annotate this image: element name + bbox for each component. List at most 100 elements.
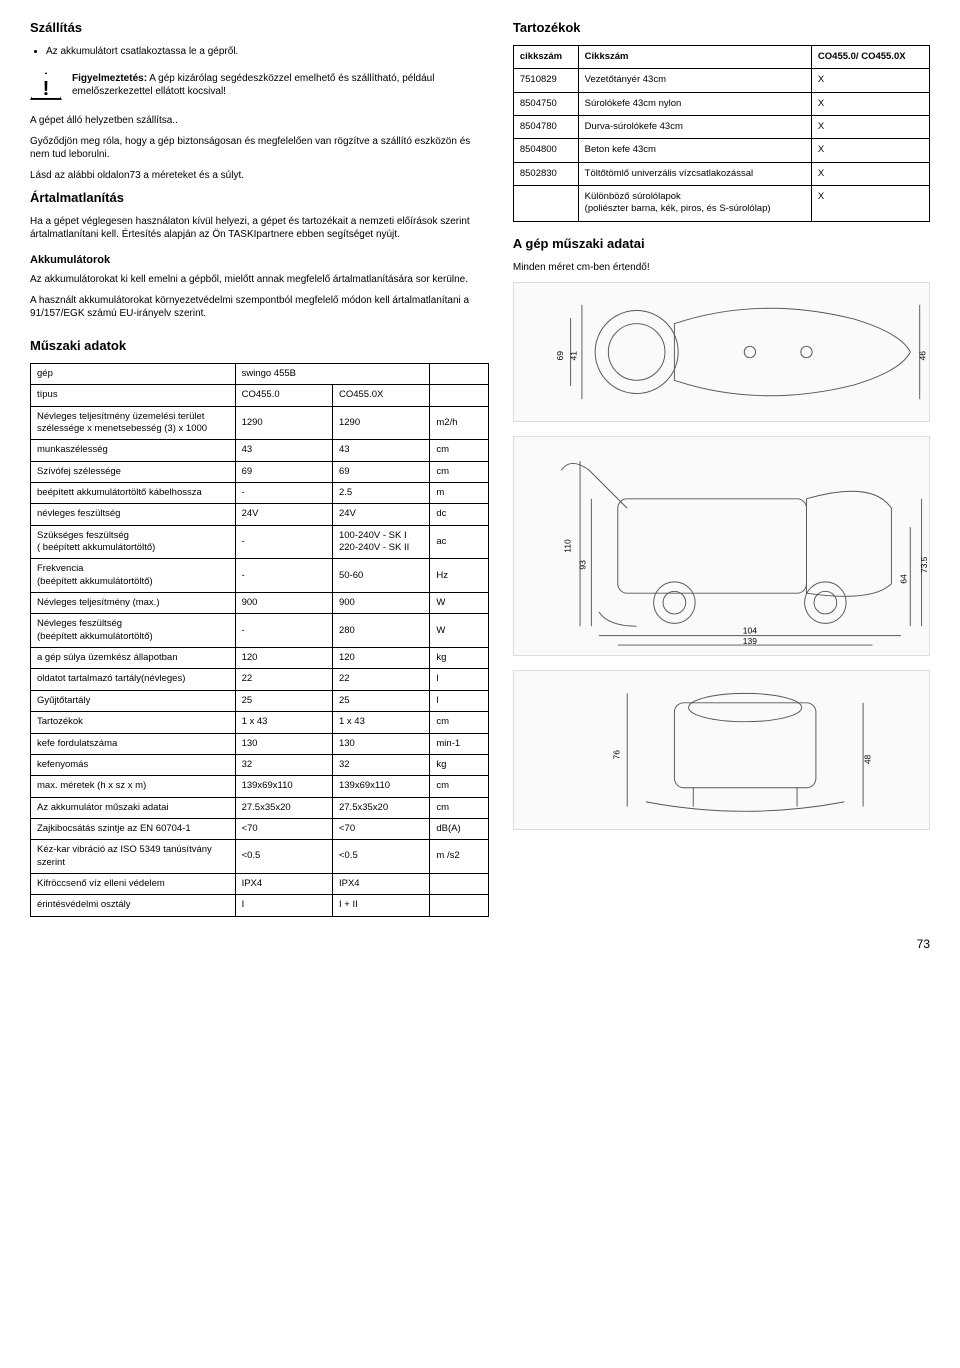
spec-label: Gyűjtőtartály [31,690,236,711]
spec-unit: cm [430,776,488,797]
svg-text:104: 104 [743,625,757,635]
acc-head-2: Cikkszám [578,45,811,68]
table-cell: X [811,69,929,92]
acc-head-3: CO455.0/ CO455.0X [811,45,929,68]
spec-value: 69 [332,461,429,482]
spec-value: 1 x 43 [235,712,332,733]
spec-value: 43 [235,440,332,461]
spec-unit: dc [430,504,488,525]
spec-value: <0.5 [235,840,332,874]
svg-text:73.5: 73.5 [919,556,929,573]
spec-value: I [235,895,332,916]
table-cell: X [811,185,929,221]
spec-value: 43 [332,440,429,461]
warning-icon: ! [30,72,62,100]
table-row: 7510829Vezetőtányér 43cmX [513,69,929,92]
accessories-heading: Tartozékok [513,20,930,37]
spec-value: 22 [235,669,332,690]
spec-value: 50-60 [332,559,429,593]
spec-label: Kéz-kar vibráció az ISO 5349 tanúsítvány… [31,840,236,874]
spec-label: Szívófej szélessége [31,461,236,482]
spec-label: Névleges teljesítmény (max.) [31,593,236,614]
spec-unit: Hz [430,559,488,593]
svg-text:69: 69 [555,350,565,360]
spec-label: gép [31,363,236,384]
spec-value: 1290 [332,406,429,440]
table-row: munkaszélesség4343cm [31,440,489,461]
svg-text:64: 64 [898,574,908,584]
table-cell: Különböző súrolólapok (poliészter barna,… [578,185,811,221]
table-row: Zajkibocsátás szintje az EN 60704-1<70<7… [31,818,489,839]
spec-value: 130 [235,733,332,754]
spec-value: 2.5 [332,483,429,504]
spec-label: max. méretek (h x sz x m) [31,776,236,797]
spec-value: 139x69x110 [235,776,332,797]
spec-label: Névleges teljesítmény üzemelési terület … [31,406,236,440]
spec-label: oldatot tartalmazó tartály(névleges) [31,669,236,690]
spec-value: I + II [332,895,429,916]
table-row: Frekvencia (beépített akkumulátortöltő)-… [31,559,489,593]
table-row: Gyűjtőtartály2525l [31,690,489,711]
table-row: Különböző súrolólapok (poliészter barna,… [513,185,929,221]
spec-value: <70 [332,818,429,839]
table-cell: Durva-súrolókefe 43cm [578,115,811,138]
table-row: oldatot tartalmazó tartály(névleges)2222… [31,669,489,690]
spec-unit: m [430,483,488,504]
accessories-table: cikkszám Cikkszám CO455.0/ CO455.0X 7510… [513,45,930,222]
table-row: 8504750Súrolókefe 43cm nylonX [513,92,929,115]
spec-label: Zajkibocsátás szintje az EN 60704-1 [31,818,236,839]
spec-label: beépített akkumulátortöltő kábelhossza [31,483,236,504]
disposal-text: Ha a gépet véglegesen használaton kívül … [30,215,489,241]
spec-label: a gép súlya üzemkész állapotban [31,648,236,669]
table-row: Az akkumulátor műszaki adatai27.5x35x202… [31,797,489,818]
table-row: érintésvédelmi osztályII + II [31,895,489,916]
spec-value: 139x69x110 [332,776,429,797]
table-cell: X [811,92,929,115]
spec-label: kefenyomás [31,754,236,775]
table-cell: 8504750 [513,92,578,115]
table-cell: X [811,162,929,185]
table-row: Kéz-kar vibráció az ISO 5349 tanúsítvány… [31,840,489,874]
table-row: Névleges feszültség (beépített akkumulát… [31,614,489,648]
spec-unit: dB(A) [430,818,488,839]
spec-unit: m2/h [430,406,488,440]
spec-label: Szükséges feszültség ( beépített akkumul… [31,525,236,559]
spec-value: - [235,483,332,504]
spec-unit: l [430,669,488,690]
batteries-heading: Akkumulátorok [30,253,489,267]
table-row: 8504800Beton kefe 43cmX [513,139,929,162]
spec-value: 120 [332,648,429,669]
spec-unit: ac [430,525,488,559]
spec-label: Frekvencia (beépített akkumulátortöltő) [31,559,236,593]
table-row: a gép súlya üzemkész állapotban120120kg [31,648,489,669]
spec-value: 130 [332,733,429,754]
spec-table: gépswingo 455BtípusCO455.0CO455.0XNévleg… [30,363,489,917]
spec-unit: cm [430,440,488,461]
spec-unit [430,873,488,894]
spec-label: Névleges feszültség (beépített akkumulát… [31,614,236,648]
table-row: 8502830Töltőtömlő univerzális vízcsatlak… [513,162,929,185]
spec-unit: cm [430,712,488,733]
shipping-heading: Szállítás [30,20,489,37]
table-cell [513,185,578,221]
spec-value: 24V [332,504,429,525]
spec-value: 1 x 43 [332,712,429,733]
table-row: Névleges teljesítmény (max.)900900W [31,593,489,614]
svg-text:93: 93 [578,559,588,569]
spec-unit: m /s2 [430,840,488,874]
table-row: Tartozékok1 x 431 x 43cm [31,712,489,733]
secure-text: Győződjön meg róla, hogy a gép biztonság… [30,135,489,161]
spec-value: IPX4 [332,873,429,894]
spec-value: 120 [235,648,332,669]
spec-value: 25 [332,690,429,711]
table-row: Szükséges feszültség ( beépített akkumul… [31,525,489,559]
svg-text:48: 48 [863,754,873,764]
table-row: kefenyomás3232kg [31,754,489,775]
spec-label: Tartozékok [31,712,236,733]
table-row: típusCO455.0CO455.0X [31,385,489,406]
disposal-heading: Ártalmatlanítás [30,190,489,207]
spec-value: 32 [235,754,332,775]
table-row: névleges feszültség24V24Vdc [31,504,489,525]
table-cell: Töltőtömlő univerzális vízcsatlakozással [578,162,811,185]
spec-value: 25 [235,690,332,711]
